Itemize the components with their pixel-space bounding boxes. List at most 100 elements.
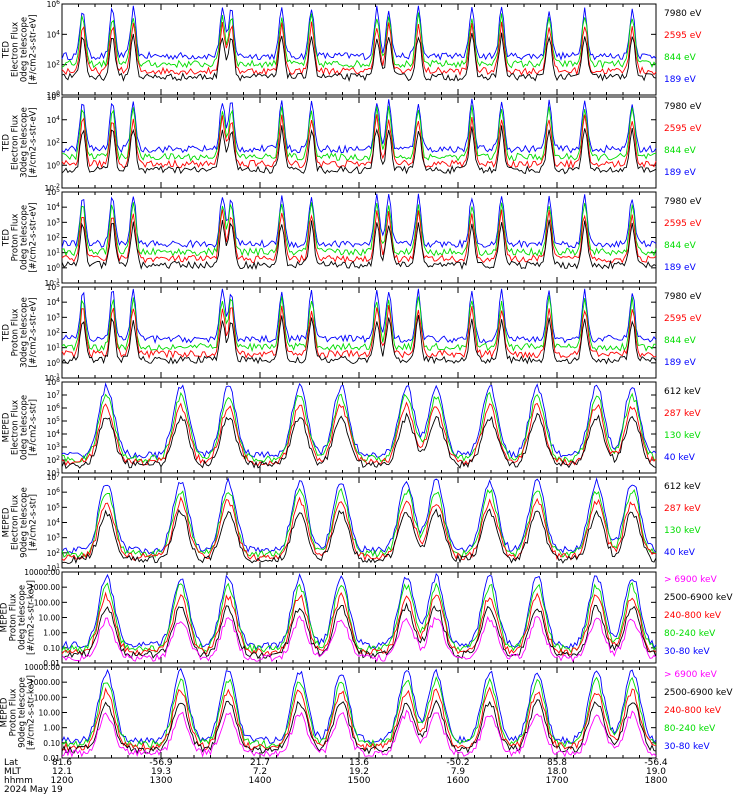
series-trace [61,12,657,69]
series-trace [61,114,657,170]
series-trace [61,487,657,559]
y-tick-label: 100 [47,90,61,100]
series-trace [62,615,657,663]
y-tick-label: 106 [47,92,61,102]
legend-entry: 844 eV [664,146,697,156]
series-trace [61,382,657,460]
series-trace [61,32,657,83]
y-tick-label: 102 [47,548,61,558]
series-trace [61,686,657,752]
legend-entry: 2595 eV [664,314,702,324]
series-trace [61,508,657,564]
y-tick-label: 0.01 [43,659,60,668]
y-tick-label: 106 [47,0,61,9]
y-tick-label: 100 [47,263,61,273]
y-tick-label: 104 [47,429,61,439]
y-axis-label: MEPEDElectron Flux0deg telescope[#/cm2-s… [2,395,39,460]
panel-3: 10-1 100 101 102 103 104 105 TEDProton Flux0deg… [2,187,703,288]
y-tick-label: 10-1 [44,278,60,288]
series-trace [61,591,657,657]
x-tick-hhmm: 1600 [447,776,470,786]
legend-entry: > 6900 keV [664,670,718,680]
panel-frame [61,286,657,379]
legend-entry: 844 eV [664,336,697,346]
y-tick-label: 0.10 [43,644,60,653]
y-tick-label: 10.00 [39,614,61,623]
series-trace [61,496,657,562]
legend-entry: 7980 eV [664,197,702,207]
legend-entry: 2595 eV [664,124,702,134]
series-trace [61,98,657,154]
y-tick-label: 104 [47,202,61,212]
y-axis-label: TEDProton Flux30deg telescope[#/cm2-s-st… [2,297,39,368]
legend-entry: 287 keV [664,409,701,419]
y-tick-label: 107 [47,390,61,400]
panel-1: 100 102 104 106 TEDElectron Flux0deg telesco… [2,0,703,100]
y-tick-label: 103 [47,217,61,227]
y-axis-label: TEDElectron Flux0deg telescope[#/cm2-s-s… [2,14,39,84]
series-trace [61,572,657,650]
y-tick-label: 101 [47,563,61,573]
series-trace [61,219,657,270]
legend-entry: 2595 eV [664,31,702,41]
legend-entry: > 6900 keV [664,575,718,585]
y-tick-label: 0.01 [43,754,60,763]
y-tick-label: 10-2 [44,183,60,193]
y-tick-label: 10000.00 [24,663,60,672]
x-tick-lat: 13.6 [349,758,369,768]
series-trace [61,21,657,77]
x-tick-lat: -56.9 [149,758,173,768]
y-tick-label: 104 [47,297,61,307]
x-tick-mlt: 19.3 [151,767,171,777]
y-tick-label: 102 [47,233,61,243]
y-tick-label: 105 [47,187,61,197]
y-tick-label: 104 [47,518,61,528]
y-tick-label: 105 [47,502,61,512]
y-tick-label: 10000.00 [24,568,60,577]
series-trace [61,699,657,755]
y-tick-label: 106 [47,403,61,413]
legend-entry: 287 keV [664,504,701,514]
series-trace [61,582,657,654]
x-tick-lat: 21.7 [250,758,270,768]
panel-frame [61,96,657,189]
y-axis-label: TEDElectron Flux30deg telescope[#/cm2-s-… [2,107,39,178]
y-tick-label: 1000.00 [29,583,60,592]
y-axis-label: TEDProton Flux0deg telescope[#/cm2-s-str… [2,202,39,272]
x-tick-mlt: 19.2 [349,767,369,777]
legend-entry: 240-800 keV [664,706,722,716]
x-tick-hhmm: 1700 [546,776,569,786]
legend-entry: 40 keV [664,548,696,558]
legend-entry: 612 keV [664,387,701,397]
y-tick-label: 1.00 [43,724,60,733]
y-tick-label: 105 [47,416,61,426]
y-axis-label: MEPEDElectron Flux90deg telescope[#/cm2-… [2,487,39,558]
y-tick-label: 100 [47,358,61,368]
panel-frame [61,191,657,284]
legend-entry: 240-800 keV [664,611,722,621]
x-tick-hhmm: 1500 [348,776,371,786]
x-tick-hhmm: 1200 [51,776,74,786]
y-tick-label: 107 [47,472,61,482]
legend-entry: 7980 eV [664,102,702,112]
legend-entry: 189 eV [664,358,697,368]
panel-4: 10-1 100 101 102 103 104 105 TEDProton Flux30de… [2,282,703,383]
series-trace [61,667,657,745]
legend-entry: 130 keV [664,431,701,441]
series-trace [61,5,657,61]
legend-entry: 189 eV [664,168,697,178]
legend-entry: 844 eV [664,241,697,251]
x-tick-hhmm: 1300 [150,776,173,786]
x-tick-mlt: 18.0 [547,767,567,777]
y-tick-label: 100.00 [34,693,60,702]
series-trace [61,288,657,344]
legend-entry: 80-240 keV [664,724,716,734]
y-tick-label: 100.00 [34,598,60,607]
series-trace [61,193,657,249]
y-tick-label: 102 [47,455,61,465]
series-trace [61,209,657,264]
x-tick-mlt: 7.2 [253,767,267,777]
y-tick-label: 104 [47,115,61,125]
